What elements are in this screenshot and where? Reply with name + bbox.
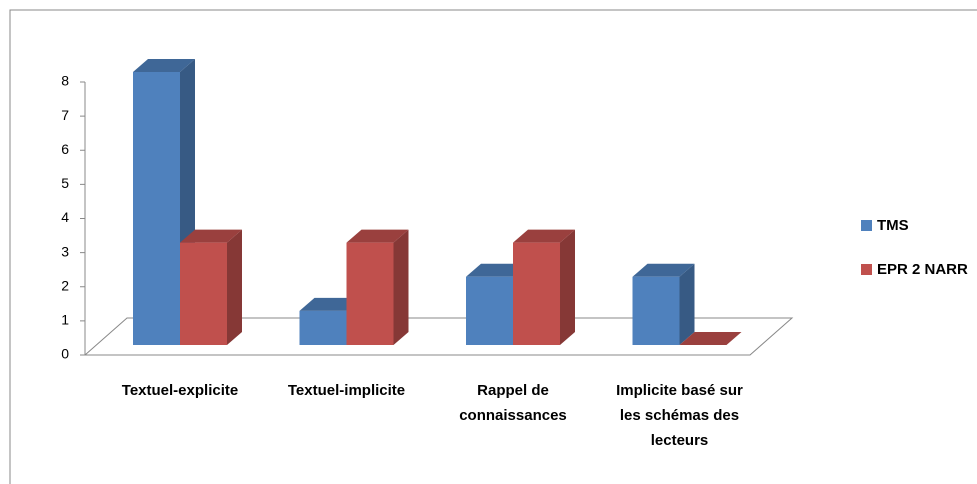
- y-tick-label: 3: [61, 243, 69, 259]
- bar-top: [133, 59, 195, 72]
- legend-swatch: [861, 264, 872, 275]
- bar-top: [679, 332, 742, 345]
- legend-label: EPR 2 NARR: [877, 261, 968, 278]
- bar-front: [632, 276, 680, 345]
- bar-front: [180, 242, 227, 345]
- bar-front: [466, 276, 513, 345]
- bar-front: [513, 242, 560, 345]
- bar-top: [346, 229, 409, 243]
- y-tick-label: 6: [61, 141, 69, 157]
- bar-side: [393, 229, 409, 345]
- y-tick-label: 7: [61, 107, 69, 123]
- bar-front: [299, 310, 347, 345]
- legend-swatch: [861, 220, 872, 231]
- y-tick-label: 8: [61, 73, 69, 89]
- y-tick-label: 5: [61, 175, 69, 191]
- floor: [83, 317, 794, 356]
- bar-top: [299, 297, 362, 311]
- x-tick-label: Textuel-explicite: [121, 382, 239, 399]
- bar: [346, 229, 409, 345]
- bar: [180, 229, 242, 345]
- y-tick-label: 2: [61, 277, 69, 293]
- y-tick-label: 0: [61, 346, 69, 362]
- bar: [632, 263, 695, 345]
- x-tick-label: Rappel de connaissances: [459, 382, 567, 424]
- legend-label: TMS: [877, 217, 909, 234]
- bar-side: [679, 263, 695, 345]
- chart-frame: [9, 9, 977, 484]
- bar-side: [227, 229, 242, 345]
- bar-top: [513, 229, 575, 243]
- bar: [679, 332, 742, 345]
- bar-front: [346, 242, 394, 345]
- bar-top: [180, 229, 242, 243]
- bar-top: [632, 263, 695, 277]
- bar: [513, 229, 575, 345]
- bar-front: [133, 72, 180, 345]
- bar-side: [560, 229, 575, 345]
- bar-top: [466, 263, 528, 277]
- y-tick-label: 1: [61, 312, 69, 328]
- y-tick-label: 4: [61, 209, 69, 225]
- x-tick-label: Textuel-implicite: [287, 382, 406, 399]
- x-tick-label: Implicite basé sur les schémas des lecte…: [616, 382, 743, 449]
